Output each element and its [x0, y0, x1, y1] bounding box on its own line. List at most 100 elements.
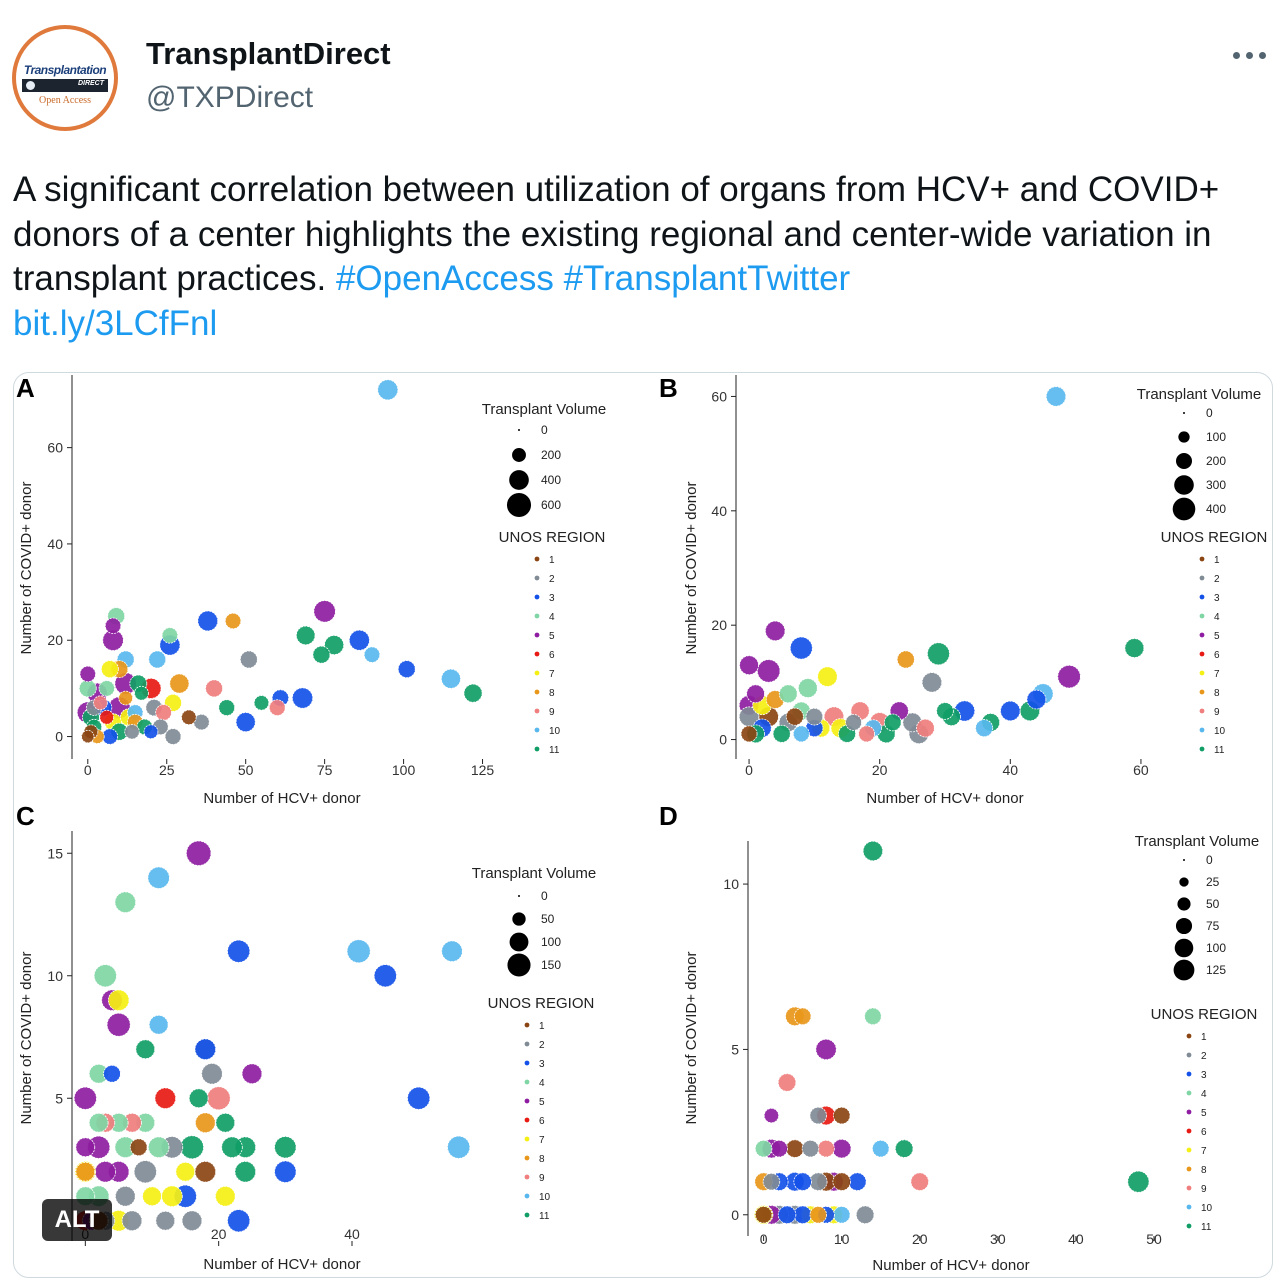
avatar-logo: Transplantation DIRECT Open Access — [16, 29, 114, 127]
x-tick-label: 50 — [238, 762, 254, 778]
data-point — [155, 704, 172, 721]
size-legend-label: 50 — [541, 912, 555, 926]
region-legend-label: 7 — [539, 1135, 545, 1146]
data-point — [397, 660, 416, 679]
data-point — [164, 728, 182, 745]
tweet-link[interactable]: bit.ly/3LCfFnl — [13, 303, 218, 343]
data-point — [221, 1136, 243, 1158]
data-point — [936, 702, 954, 720]
size-legend-label: 0 — [541, 889, 548, 903]
data-point — [785, 1139, 805, 1158]
region-legend-label: 2 — [1214, 574, 1220, 585]
data-point — [181, 709, 197, 725]
more-horizontal-icon[interactable] — [1229, 42, 1271, 68]
data-point — [94, 1161, 117, 1183]
data-point — [809, 1172, 828, 1191]
tweet-media[interactable]: A 0 25 50 75 100 125 0 20 40 60 Number of HCV+ dono… — [13, 372, 1273, 1278]
region-legend-marker — [1199, 651, 1205, 657]
data-point — [234, 1161, 257, 1183]
data-point — [739, 655, 759, 676]
data-point — [235, 712, 256, 733]
region-legend-marker — [524, 1060, 530, 1066]
size-legend-marker — [518, 895, 520, 897]
region-legend-title: UNOS REGION — [499, 529, 606, 546]
data-point — [98, 680, 115, 697]
region-legend-label: 6 — [1201, 1127, 1207, 1138]
data-point — [253, 695, 270, 711]
hashtag-transplanttwitter[interactable]: #TransplantTwitter — [563, 259, 851, 298]
data-point — [1026, 689, 1047, 710]
region-legend-marker — [534, 556, 540, 562]
data-point — [777, 1073, 797, 1092]
size-legend-marker — [1173, 959, 1195, 981]
data-point — [215, 1112, 236, 1133]
data-point — [792, 725, 810, 743]
x-axis-label: Number of HCV+ donor — [872, 1257, 1029, 1274]
data-point — [180, 1135, 204, 1160]
data-point — [205, 679, 224, 698]
data-point — [313, 600, 336, 623]
data-point — [188, 1088, 209, 1109]
size-legend-marker — [507, 953, 531, 977]
more-dot — [1233, 52, 1240, 59]
region-legend-label: 6 — [1214, 650, 1220, 661]
region-legend-label: 10 — [1214, 726, 1226, 737]
data-point — [75, 1137, 96, 1158]
y-tick-label: 0 — [731, 1207, 739, 1223]
data-point — [93, 964, 117, 988]
avatar[interactable]: Transplantation DIRECT Open Access — [12, 25, 118, 131]
hashtag-openaccess[interactable]: #OpenAccess — [335, 259, 554, 298]
region-legend-marker — [534, 575, 540, 581]
data-point — [148, 1014, 169, 1035]
data-point — [407, 1086, 431, 1110]
region-legend-label: 8 — [539, 1154, 545, 1165]
size-legend-label: 150 — [541, 958, 561, 972]
region-legend-label: 9 — [1214, 707, 1220, 718]
user-handle[interactable]: @TXPDirect — [146, 81, 314, 114]
region-legend-marker — [524, 1022, 530, 1028]
region-legend-marker — [524, 1155, 530, 1161]
size-legend-title: Transplant Volume — [1135, 833, 1260, 850]
data-point — [373, 964, 397, 988]
data-point — [224, 612, 242, 630]
region-legend-label: 7 — [1201, 1146, 1207, 1157]
size-legend-label: 600 — [541, 498, 561, 512]
data-point — [81, 729, 95, 744]
size-legend-marker — [1177, 897, 1191, 911]
data-point — [864, 1007, 882, 1026]
y-tick-label: 40 — [711, 503, 727, 519]
display-name[interactable]: TransplantDirect — [146, 36, 391, 71]
size-legend-marker — [1179, 877, 1189, 887]
size-legend-title: Transplant Volume — [472, 865, 597, 882]
data-point — [831, 1138, 852, 1159]
y-axis-label: Number of COVID+ donor — [683, 952, 700, 1125]
data-point — [227, 1209, 251, 1233]
data-point — [135, 1039, 156, 1060]
data-point — [194, 1038, 217, 1060]
region-legend-label: 6 — [549, 650, 555, 661]
region-legend-marker — [534, 746, 540, 752]
region-legend-label: 5 — [1214, 631, 1220, 642]
y-tick-label: 5 — [55, 1090, 63, 1106]
data-point — [143, 724, 159, 740]
data-point — [206, 1086, 231, 1111]
region-legend-label: 3 — [539, 1059, 545, 1070]
region-legend-label: 3 — [549, 593, 555, 604]
more-dot — [1246, 52, 1253, 59]
region-legend-label: 7 — [1214, 669, 1220, 680]
region-legend-marker — [534, 651, 540, 657]
region-legend-marker — [1199, 632, 1205, 638]
region-legend-marker — [534, 594, 540, 600]
size-legend-title: Transplant Volume — [482, 401, 607, 418]
data-point — [142, 1186, 162, 1207]
alt-text-button[interactable]: ALT — [42, 1199, 112, 1241]
size-legend-marker — [1174, 475, 1194, 495]
region-legend-marker — [524, 1041, 530, 1047]
region-legend-label: 9 — [549, 707, 555, 718]
tweet-text: A significant correlation between utiliz… — [13, 168, 1275, 346]
data-point — [312, 645, 331, 664]
region-legend-label: 11 — [1214, 745, 1225, 756]
